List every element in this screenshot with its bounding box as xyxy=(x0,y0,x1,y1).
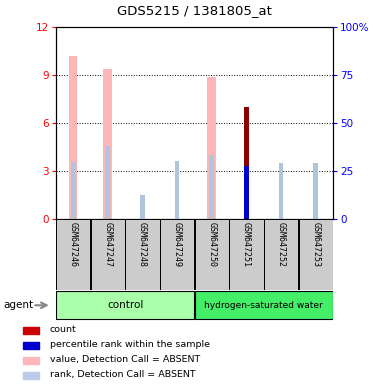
Bar xyxy=(71,162,75,219)
FancyBboxPatch shape xyxy=(264,219,298,290)
Bar xyxy=(313,163,318,219)
Bar xyxy=(23,357,39,364)
Text: rank, Detection Call = ABSENT: rank, Detection Call = ABSENT xyxy=(50,370,195,379)
Bar xyxy=(23,342,39,349)
FancyBboxPatch shape xyxy=(194,219,229,290)
Text: GSM647247: GSM647247 xyxy=(103,222,112,267)
Text: hydrogen-saturated water: hydrogen-saturated water xyxy=(204,301,323,310)
FancyBboxPatch shape xyxy=(125,219,160,290)
Text: GSM647249: GSM647249 xyxy=(172,222,182,267)
Text: control: control xyxy=(107,300,143,310)
Text: GDS5215 / 1381805_at: GDS5215 / 1381805_at xyxy=(117,4,272,17)
FancyBboxPatch shape xyxy=(298,219,333,290)
Bar xyxy=(140,195,145,219)
Bar xyxy=(104,69,112,219)
Text: count: count xyxy=(50,326,76,334)
FancyBboxPatch shape xyxy=(56,219,90,290)
Text: GSM647251: GSM647251 xyxy=(242,222,251,267)
FancyBboxPatch shape xyxy=(90,219,125,290)
Bar xyxy=(244,166,249,219)
Bar xyxy=(175,161,179,219)
Bar xyxy=(23,372,39,379)
Text: agent: agent xyxy=(4,300,34,310)
FancyBboxPatch shape xyxy=(229,219,264,290)
Text: GSM647248: GSM647248 xyxy=(138,222,147,267)
FancyBboxPatch shape xyxy=(56,291,194,319)
Bar xyxy=(244,107,249,219)
Text: value, Detection Call = ABSENT: value, Detection Call = ABSENT xyxy=(50,355,200,364)
Text: percentile rank within the sample: percentile rank within the sample xyxy=(50,340,210,349)
Text: GSM647252: GSM647252 xyxy=(276,222,286,267)
Bar xyxy=(209,155,214,219)
Bar xyxy=(105,146,110,219)
Bar xyxy=(69,56,77,219)
FancyBboxPatch shape xyxy=(194,291,333,319)
Text: GSM647250: GSM647250 xyxy=(207,222,216,267)
Text: GSM647246: GSM647246 xyxy=(69,222,78,267)
FancyBboxPatch shape xyxy=(160,219,194,290)
Text: GSM647253: GSM647253 xyxy=(311,222,320,267)
Bar xyxy=(23,327,39,334)
Bar xyxy=(279,163,283,219)
Bar xyxy=(208,77,216,219)
